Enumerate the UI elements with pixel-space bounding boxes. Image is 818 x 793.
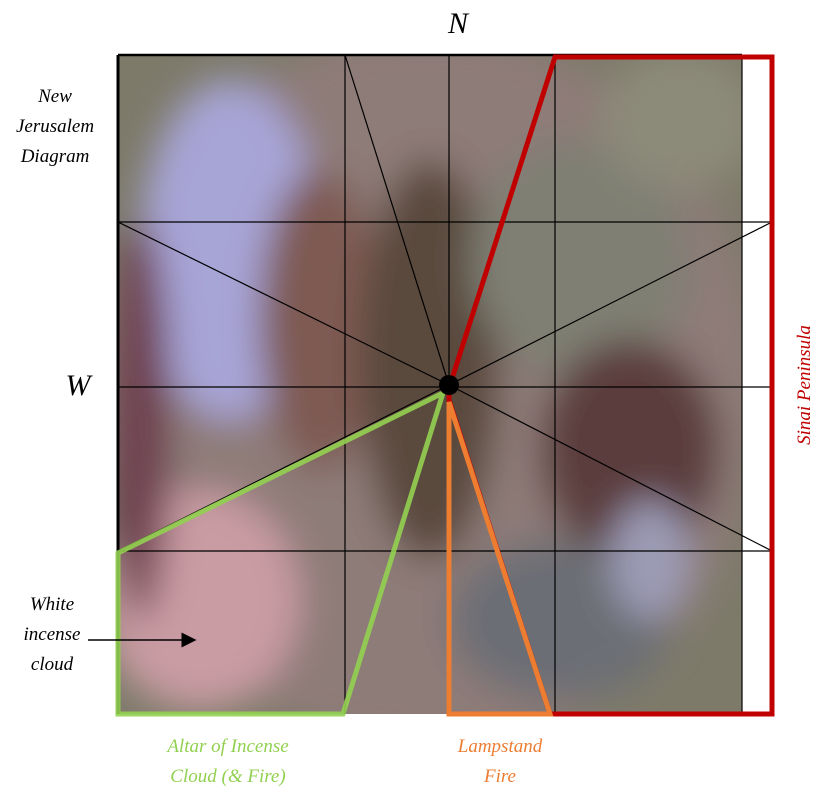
altar-region <box>115 388 448 717</box>
white-cloud-label: cloud <box>31 654 74 675</box>
north-label: N <box>447 7 470 40</box>
title-line: New <box>37 86 72 107</box>
sinai-label: Sinai Peninsula <box>794 325 815 445</box>
labels: New Jerusalem Diagram White incense cloud Alta… <box>16 86 543 787</box>
lampstand-label: Lampstand <box>457 736 543 757</box>
center-point <box>439 375 459 395</box>
white-cloud-label: incense <box>24 624 81 645</box>
lampstand-region <box>446 401 554 717</box>
white-cloud-label: White <box>30 594 74 615</box>
title-line: Diagram <box>20 146 90 167</box>
sinai-region <box>446 54 775 717</box>
title-line: Jerusalem <box>16 116 94 137</box>
lampstand-label: Fire <box>483 766 516 787</box>
grid <box>116 53 773 714</box>
altar-label: Altar of Incense <box>165 736 288 757</box>
photo <box>118 55 742 714</box>
altar-label: Cloud (& Fire) <box>170 766 285 787</box>
west-label: W <box>66 369 94 402</box>
